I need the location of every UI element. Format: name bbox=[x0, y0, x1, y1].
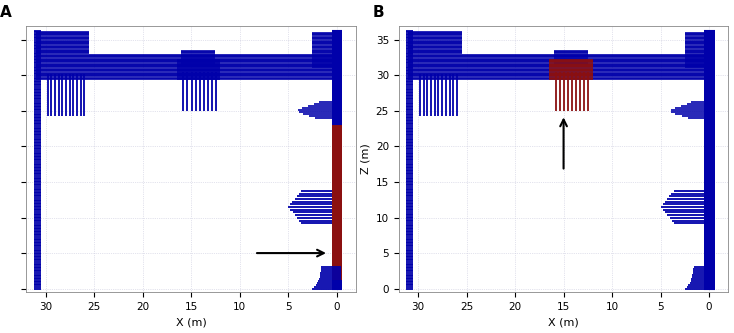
Text: A: A bbox=[0, 5, 12, 20]
Text: B: B bbox=[372, 5, 384, 20]
X-axis label: X (m): X (m) bbox=[175, 317, 206, 327]
Y-axis label: Z (m): Z (m) bbox=[360, 144, 370, 174]
X-axis label: X (m): X (m) bbox=[548, 317, 579, 327]
